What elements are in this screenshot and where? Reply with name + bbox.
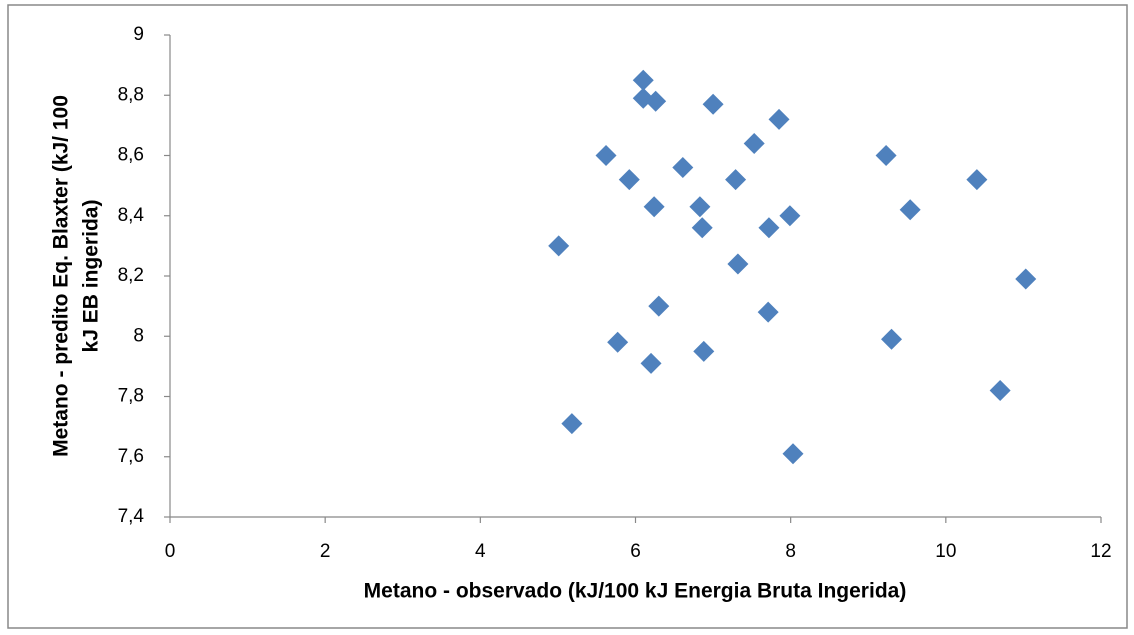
data-point: [643, 196, 665, 218]
data-point: [607, 331, 629, 353]
data-point: [595, 145, 617, 166]
data-point: [758, 217, 780, 239]
data-point: [689, 196, 711, 218]
data-point: [691, 217, 713, 239]
data-point: [966, 169, 988, 191]
data-point: [743, 132, 765, 154]
data-point: [768, 108, 790, 130]
data-point: [875, 145, 897, 166]
x-tick-label: 0: [165, 541, 176, 562]
y-tick-label: 8,4: [118, 205, 145, 226]
x-tick-label: 4: [475, 541, 486, 562]
data-point: [727, 253, 749, 275]
data-point: [632, 69, 654, 91]
data-point: [561, 413, 583, 435]
y-tick-label: 7,6: [118, 446, 144, 467]
data-point: [782, 443, 804, 465]
x-tick-label: 2: [320, 541, 331, 562]
data-point: [693, 340, 715, 362]
data-point: [645, 90, 667, 112]
y-tick-label: 8,8: [118, 84, 144, 105]
y-axis-title-line: kJ EB ingerida): [80, 200, 103, 353]
data-point: [989, 379, 1011, 401]
data-point: [548, 235, 570, 257]
data-point: [881, 328, 903, 350]
x-axis-title: Metano - observado (kJ/100 kJ Energia Br…: [364, 580, 907, 603]
data-point: [648, 295, 670, 317]
x-tick-label: 12: [1090, 541, 1111, 562]
y-tick-label: 8,6: [118, 145, 144, 166]
data-point: [779, 205, 801, 227]
data-point: [640, 352, 662, 374]
chart-border: [7, 4, 1128, 629]
y-tick-label: 7,8: [118, 386, 144, 407]
y-axis-title: Metano - predito Eq. Blaxter (kJ/ 100 kJ…: [50, 95, 103, 457]
data-point: [618, 169, 640, 191]
x-tick-label: 8: [785, 541, 796, 562]
y-tick-label: 8: [133, 325, 144, 346]
y-tick-label: 9: [133, 24, 144, 45]
y-tick-label: 7,4: [118, 506, 145, 527]
data-point: [672, 157, 694, 179]
data-point: [725, 169, 747, 191]
data-point: [899, 199, 921, 221]
data-point: [702, 93, 724, 115]
y-axis-title-line: Metano - predito Eq. Blaxter (kJ/ 100: [50, 95, 73, 457]
x-tick-label: 10: [935, 541, 956, 562]
data-point: [1015, 268, 1037, 290]
data-point: [757, 301, 779, 323]
y-tick-label: 8,2: [118, 265, 144, 286]
x-tick-label: 6: [630, 541, 641, 562]
